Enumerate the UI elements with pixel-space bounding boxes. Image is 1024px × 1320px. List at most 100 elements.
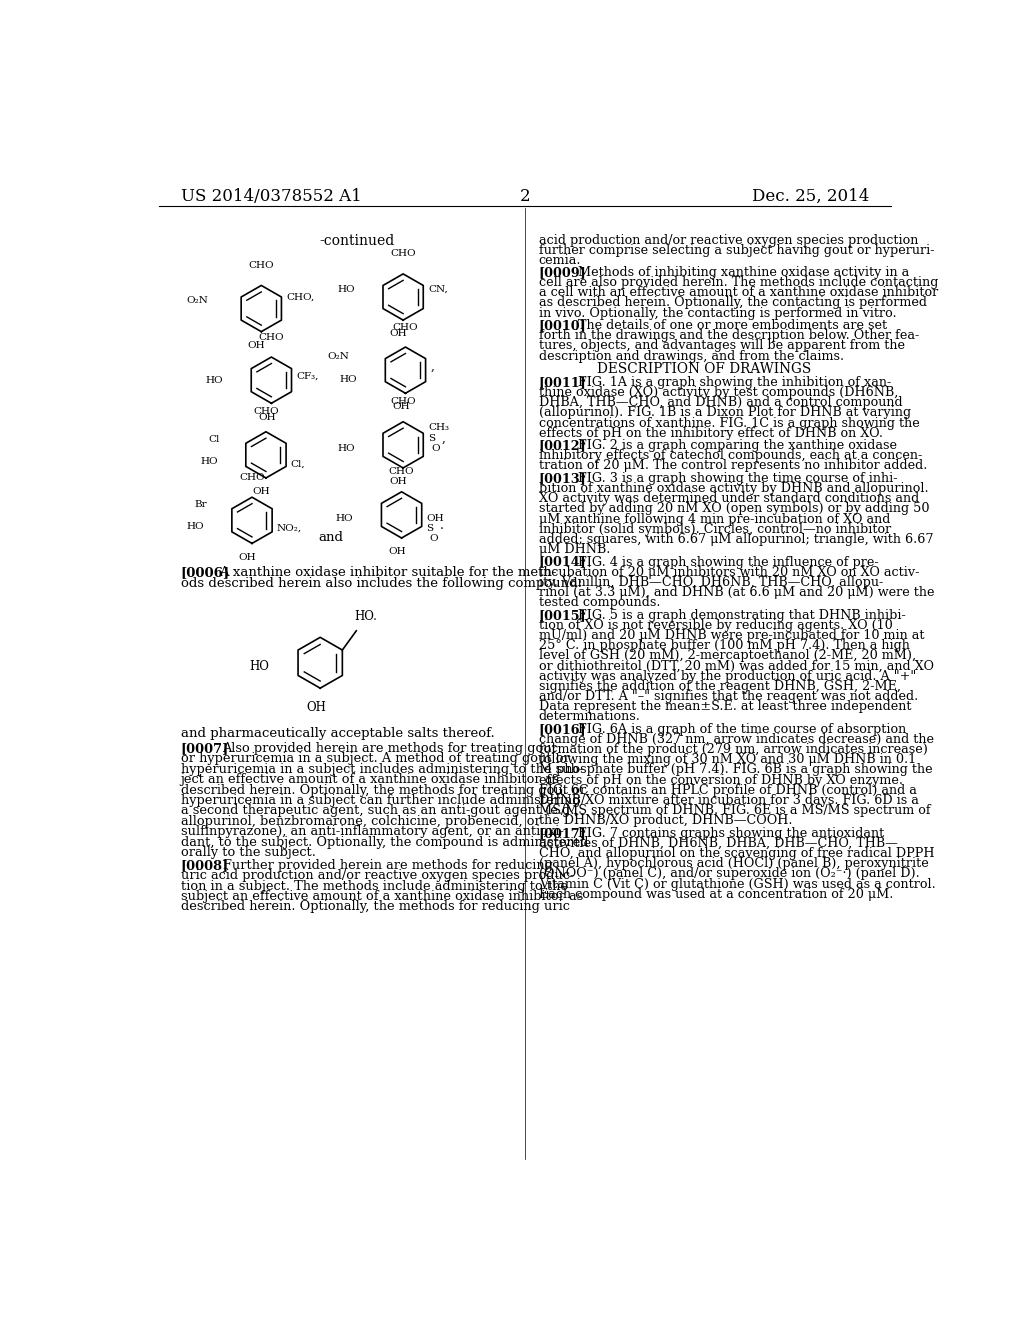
Text: and: and (318, 531, 343, 544)
Text: a second therapeutic agent, such as an anti-gout agent (e.g.,: a second therapeutic agent, such as an a… (180, 804, 579, 817)
Text: DESCRIPTION OF DRAWINGS: DESCRIPTION OF DRAWINGS (597, 362, 811, 376)
Text: [0009]: [0009] (539, 265, 587, 279)
Text: determinations.: determinations. (539, 710, 641, 723)
Text: HO: HO (206, 376, 223, 384)
Text: rinol (at 3.3 μM), and DHNB (at 6.6 μM and 20 μM) were the: rinol (at 3.3 μM), and DHNB (at 6.6 μM a… (539, 586, 934, 599)
Text: O: O (431, 445, 439, 453)
Text: ,: , (442, 432, 445, 445)
Text: CH₃: CH₃ (428, 424, 449, 433)
Text: OH: OH (392, 403, 410, 412)
Text: FIG. 2 is a graph comparing the xanthine oxidase: FIG. 2 is a graph comparing the xanthine… (578, 440, 896, 453)
Text: CHO: CHO (249, 261, 274, 271)
Text: the DHNB/XO product, DHNB—COOH.: the DHNB/XO product, DHNB—COOH. (539, 814, 793, 828)
Text: described herein. Optionally, the methods for treating gout or: described herein. Optionally, the method… (180, 784, 586, 797)
Text: O: O (429, 533, 438, 543)
Text: HO.: HO. (354, 610, 377, 623)
Text: inhibitor (solid symbols). Circles, control—no inhibitor: inhibitor (solid symbols). Circles, cont… (539, 523, 891, 536)
Text: -continued: -continued (319, 234, 394, 248)
Text: (panel A), hypochlorous acid (HOCl) (panel B), peroxynitrite: (panel A), hypochlorous acid (HOCl) (pan… (539, 857, 929, 870)
Text: FIG. 4 is a graph showing the influence of pre-: FIG. 4 is a graph showing the influence … (578, 556, 879, 569)
Text: started by adding 20 nM XO (open symbols) or by adding 50: started by adding 20 nM XO (open symbols… (539, 503, 929, 515)
Text: OH: OH (390, 478, 408, 486)
Text: [0010]: [0010] (539, 319, 587, 333)
Text: ity. Vanillin, DHB—CHO, DH6NB, THB—CHO, allopu-: ity. Vanillin, DHB—CHO, DH6NB, THB—CHO, … (539, 576, 883, 589)
Text: (ONOO⁻) (panel C), and/or superoxide ion (O₂⁻·) (panel D).: (ONOO⁻) (panel C), and/or superoxide ion… (539, 867, 920, 880)
Text: Dec. 25, 2014: Dec. 25, 2014 (752, 187, 869, 205)
Text: OH: OH (390, 330, 408, 338)
Text: ods described herein also includes the following compound:: ods described herein also includes the f… (180, 577, 582, 590)
Text: HO: HO (336, 515, 353, 523)
Text: [0015]: [0015] (539, 609, 587, 622)
Text: OH: OH (258, 412, 275, 421)
Text: FIG. 1A is a graph showing the inhibition of xan-: FIG. 1A is a graph showing the inhibitio… (578, 376, 891, 389)
Text: [0013]: [0013] (539, 473, 587, 484)
Text: CHO: CHO (259, 333, 285, 342)
Text: HO: HO (338, 445, 355, 453)
Text: FIG. 3 is a graph showing the time course of inhi-: FIG. 3 is a graph showing the time cours… (578, 473, 897, 484)
Text: uric acid production and/or reactive oxygen species produc-: uric acid production and/or reactive oxy… (180, 869, 574, 882)
Text: sulfinpyrazone), an anti-inflammatory agent, or an antioxi-: sulfinpyrazone), an anti-inflammatory ag… (180, 825, 563, 838)
Text: μM DHNB.: μM DHNB. (539, 543, 610, 556)
Text: inhibitory effects of catechol compounds, each at a concen-: inhibitory effects of catechol compounds… (539, 449, 922, 462)
Text: [0008]: [0008] (180, 859, 228, 871)
Text: FIG. 6A is a graph of the time course of absorption: FIG. 6A is a graph of the time course of… (578, 723, 906, 735)
Text: activity was analyzed by the production of uric acid. A "+": activity was analyzed by the production … (539, 669, 916, 682)
Text: Further provided herein are methods for reducing: Further provided herein are methods for … (222, 859, 552, 871)
Text: further comprise selecting a subject having gout or hyperuri-: further comprise selecting a subject hav… (539, 244, 934, 257)
Text: effects of pH on the conversion of DHNB by XO enzyme.: effects of pH on the conversion of DHNB … (539, 774, 903, 787)
Text: XO activity was determined under standard conditions and: XO activity was determined under standar… (539, 492, 919, 506)
Text: added; squares, with 6.67 μM allopurinol; triangle, with 6.67: added; squares, with 6.67 μM allopurinol… (539, 533, 933, 546)
Text: bition of xanthine oxidase activity by DHNB and allopurinol.: bition of xanthine oxidase activity by D… (539, 482, 929, 495)
Text: a cell with an effective amount of a xanthine oxidase inhibitor: a cell with an effective amount of a xan… (539, 286, 938, 300)
Text: concentrations of xanthine. FIG. 1C is a graph showing the: concentrations of xanthine. FIG. 1C is a… (539, 417, 920, 429)
Text: NO₂,: NO₂, (276, 524, 302, 532)
Text: ject an effective amount of a xanthine oxidase inhibitor as: ject an effective amount of a xanthine o… (180, 774, 560, 787)
Text: CHO: CHO (253, 408, 279, 416)
Text: OH: OH (248, 341, 265, 350)
Text: O₂N: O₂N (328, 352, 349, 360)
Text: HO: HO (338, 285, 355, 294)
Text: level of GSH (20 mM), 2-mercaptoethanol (2-ME, 20 mM),: level of GSH (20 mM), 2-mercaptoethanol … (539, 649, 915, 663)
Text: formation of the product (279 nm, arrow indicates increase): formation of the product (279 nm, arrow … (539, 743, 928, 756)
Text: change of DHNB (327 nm, arrow indicates decrease) and the: change of DHNB (327 nm, arrow indicates … (539, 733, 934, 746)
Text: in vivo. Optionally, the contacting is performed in vitro.: in vivo. Optionally, the contacting is p… (539, 306, 896, 319)
Text: HO: HO (340, 375, 357, 384)
Text: FIG. 5 is a graph demonstrating that DHNB inhibi-: FIG. 5 is a graph demonstrating that DHN… (578, 609, 905, 622)
Text: [0012]: [0012] (539, 440, 587, 453)
Text: as described herein. Optionally, the contacting is performed: as described herein. Optionally, the con… (539, 297, 927, 309)
Text: CF₃,: CF₃, (296, 372, 318, 380)
Text: CHO: CHO (240, 473, 265, 482)
Text: signifies the addition of the reagent DHNB, GSH, 2-ME,: signifies the addition of the reagent DH… (539, 680, 901, 693)
Text: subject an effective amount of a xanthine oxidase inhibitor as: subject an effective amount of a xanthin… (180, 890, 583, 903)
Text: [0016]: [0016] (539, 723, 587, 735)
Text: acid production and/or reactive oxygen species production: acid production and/or reactive oxygen s… (539, 234, 919, 247)
Text: HO: HO (201, 457, 218, 466)
Text: tested compounds.: tested compounds. (539, 597, 660, 610)
Text: Cl,: Cl, (291, 459, 305, 469)
Text: Also provided herein are methods for treating gout: Also provided herein are methods for tre… (222, 742, 557, 755)
Text: Data represent the mean±S.E. at least three independent: Data represent the mean±S.E. at least th… (539, 700, 911, 713)
Text: DHBA, THB—CHO, and DHNB) and a control compound: DHBA, THB—CHO, and DHNB) and a control c… (539, 396, 902, 409)
Text: S: S (426, 524, 433, 533)
Text: and pharmaceutically acceptable salts thereof.: and pharmaceutically acceptable salts th… (180, 726, 495, 739)
Text: Cl: Cl (208, 436, 219, 444)
Text: tures, objects, and advantages will be apparent from the: tures, objects, and advantages will be a… (539, 339, 905, 352)
Text: OH: OH (426, 515, 444, 523)
Text: CHO: CHO (390, 249, 416, 259)
Text: .: . (440, 519, 444, 532)
Text: tration of 20 μM. The control represents no inhibitor added.: tration of 20 μM. The control represents… (539, 459, 927, 473)
Text: MS/MS spectrum of DHNB. FIG. 6E is a MS/MS spectrum of: MS/MS spectrum of DHNB. FIG. 6E is a MS/… (539, 804, 931, 817)
Text: S: S (428, 434, 435, 444)
Text: (allopurinol). FIG. 1B is a Dixon Plot for DHNB at varying: (allopurinol). FIG. 1B is a Dixon Plot f… (539, 407, 911, 420)
Text: Vitamin C (Vit C) or glutathione (GSH) was used as a control.: Vitamin C (Vit C) or glutathione (GSH) w… (539, 878, 936, 891)
Text: FIG. 7 contains graphs showing the antioxidant: FIG. 7 contains graphs showing the antio… (578, 826, 884, 840)
Text: FIG. 6C contains an HPLC profile of DHNB (control) and a: FIG. 6C contains an HPLC profile of DHNB… (539, 784, 916, 797)
Text: Methods of inhibiting xanthine oxidase activity in a: Methods of inhibiting xanthine oxidase a… (578, 265, 908, 279)
Text: orally to the subject.: orally to the subject. (180, 846, 315, 859)
Text: OH: OH (388, 548, 406, 556)
Text: A xanthine oxidase inhibitor suitable for the meth-: A xanthine oxidase inhibitor suitable fo… (219, 566, 557, 579)
Text: CHO: CHO (390, 397, 416, 407)
Text: tion in a subject. The methods include administering to the: tion in a subject. The methods include a… (180, 879, 567, 892)
Text: described herein. Optionally, the methods for reducing uric: described herein. Optionally, the method… (180, 900, 569, 913)
Text: OH: OH (306, 701, 327, 714)
